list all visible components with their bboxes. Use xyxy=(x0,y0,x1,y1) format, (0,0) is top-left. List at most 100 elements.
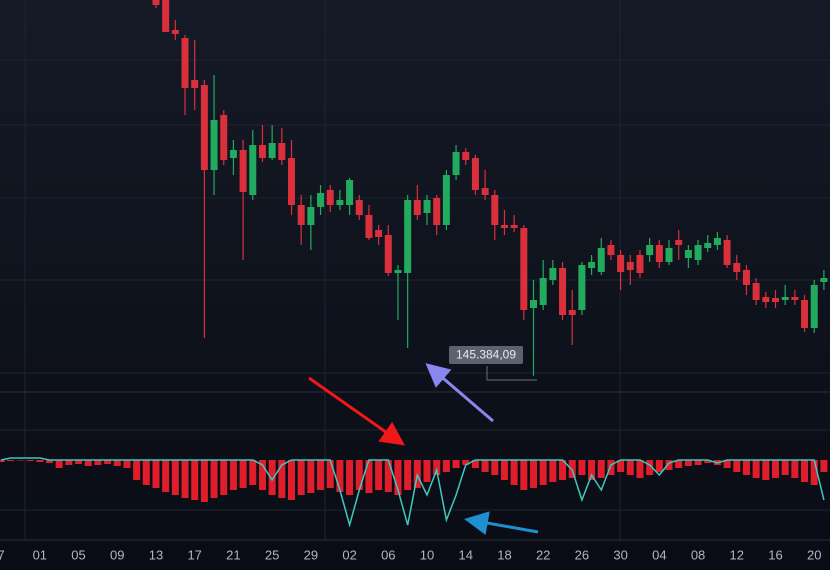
histogram-bar xyxy=(84,460,92,466)
candle-body xyxy=(413,200,421,215)
candle-body xyxy=(781,297,789,300)
histogram-bar xyxy=(288,460,295,500)
histogram-bar xyxy=(636,460,644,478)
x-tick-label: 01 xyxy=(33,547,47,562)
candle-body xyxy=(481,188,489,195)
candle-body xyxy=(384,235,392,273)
histogram-bar xyxy=(171,460,179,495)
candle-body xyxy=(742,270,750,285)
histogram-bar xyxy=(471,460,479,468)
candle-body xyxy=(462,152,470,160)
x-tick-label: 21 xyxy=(226,547,240,562)
candle-body xyxy=(500,225,508,228)
indicator-line xyxy=(0,457,825,528)
arrow xyxy=(464,511,539,535)
histogram-bar xyxy=(781,460,789,475)
histogram-bar xyxy=(123,460,131,468)
histogram-bar xyxy=(46,460,53,463)
x-tick-label: 14 xyxy=(459,547,473,562)
histogram-bar xyxy=(94,460,102,465)
candle-body xyxy=(578,265,586,310)
candle-body xyxy=(549,268,557,280)
histogram-bar xyxy=(258,460,266,490)
histogram-bar xyxy=(442,460,450,472)
x-tick-label: 04 xyxy=(652,547,666,562)
x-tick-label: 7 xyxy=(0,547,5,562)
histogram-bar xyxy=(55,460,63,468)
histogram-bar xyxy=(491,460,499,475)
candle-body xyxy=(713,238,721,245)
histogram-bar xyxy=(191,460,199,500)
histogram-bar xyxy=(762,460,770,480)
candle-body xyxy=(181,38,189,88)
candle-body xyxy=(597,248,605,272)
candle-body xyxy=(471,158,479,190)
indicator-pane xyxy=(0,457,828,528)
histogram-bar xyxy=(810,460,818,485)
histogram-bar xyxy=(113,460,121,466)
candle-body xyxy=(229,150,237,158)
histogram-bar xyxy=(772,460,779,478)
candle-body xyxy=(665,248,673,262)
histogram-bar xyxy=(597,460,605,478)
histogram-bar xyxy=(559,460,567,480)
candle-body xyxy=(336,200,344,205)
histogram-bar xyxy=(268,460,276,495)
candle-body xyxy=(530,300,537,308)
candle-body xyxy=(317,193,325,207)
candle-body xyxy=(423,200,431,213)
histogram-bar xyxy=(578,460,586,475)
candle-body xyxy=(220,115,228,160)
candle-body xyxy=(297,205,305,225)
histogram-bar xyxy=(229,460,237,490)
candle-body xyxy=(249,145,257,195)
candle-body xyxy=(646,245,654,255)
histogram-bar xyxy=(75,460,83,464)
candle-body xyxy=(626,262,634,270)
x-tick-label: 10 xyxy=(420,547,434,562)
candle-body xyxy=(326,190,334,205)
histogram-bar xyxy=(133,460,141,480)
histogram-bar xyxy=(549,460,557,482)
histogram-bar xyxy=(346,460,354,495)
histogram-bar xyxy=(65,460,73,465)
histogram-bar xyxy=(481,460,489,472)
x-tick-label: 13 xyxy=(149,547,163,562)
candle-body xyxy=(162,0,170,32)
histogram-bar xyxy=(510,460,518,485)
candle-body xyxy=(288,158,295,205)
histogram-bar xyxy=(684,460,692,466)
candle-body xyxy=(152,0,160,5)
x-axis: 7 01 05 09 13 17 21 25 29 02 06 10 14 18 22 26 30 04 08 12 1… xyxy=(0,547,821,562)
candle-body xyxy=(365,215,373,238)
candle-body xyxy=(655,245,663,262)
candle-body xyxy=(452,152,460,175)
histogram-bar xyxy=(752,460,760,478)
x-tick-label: 12 xyxy=(730,547,744,562)
histogram-bar xyxy=(307,460,315,493)
histogram-bar xyxy=(36,460,44,462)
histogram-bar xyxy=(16,460,24,461)
histogram-bar xyxy=(646,460,654,475)
histogram-bar xyxy=(742,460,750,475)
histogram-bar xyxy=(423,460,431,482)
histogram-bar xyxy=(181,460,189,498)
x-tick-label: 25 xyxy=(265,547,279,562)
histogram-bar xyxy=(394,460,402,495)
histogram-bar xyxy=(365,460,373,493)
candle-body xyxy=(394,270,402,273)
x-tick-label: 05 xyxy=(71,547,85,562)
annotation-connector xyxy=(486,366,537,381)
x-tick-label: 09 xyxy=(110,547,124,562)
histogram-bar xyxy=(704,460,712,463)
x-tick-label: 08 xyxy=(691,547,705,562)
histogram-bar xyxy=(104,460,112,464)
histogram-bar xyxy=(239,460,247,488)
candle-body xyxy=(675,240,683,245)
candle-body xyxy=(239,150,247,192)
candle-body xyxy=(191,80,199,88)
candle-body xyxy=(539,278,547,305)
price-pane xyxy=(152,0,828,376)
histogram-bar xyxy=(7,460,15,461)
